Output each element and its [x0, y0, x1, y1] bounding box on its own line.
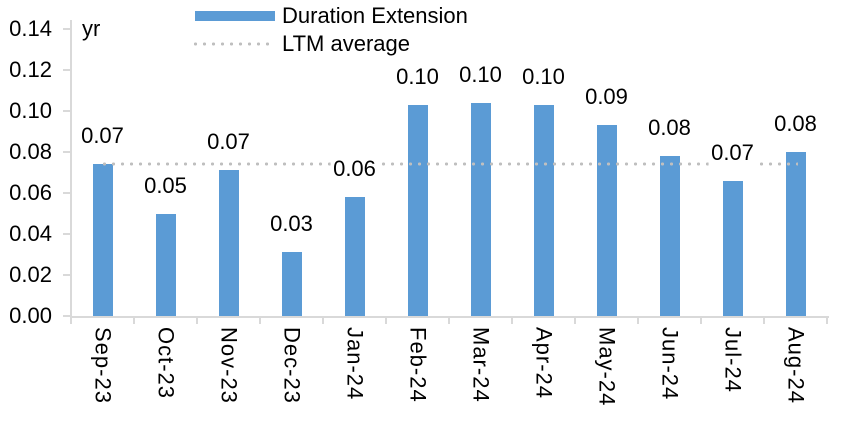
dotted-line-swatch-icon [191, 42, 275, 46]
x-axis-tick-mark [322, 317, 324, 324]
x-axis-tick-mark [763, 317, 765, 324]
x-axis-label-jun-24: Jun-24 [657, 327, 683, 401]
bar-value-label: 0.07 [78, 123, 127, 150]
bar-apr-24 [533, 104, 554, 316]
x-axis-label-feb-24: Feb-24 [405, 327, 431, 403]
y-axis-units-label: yr [82, 16, 101, 41]
bar-jan-24 [344, 197, 365, 316]
bar-swatch-icon [195, 11, 275, 21]
x-axis-tick-mark [448, 317, 450, 324]
bar-value-label: 0.06 [330, 156, 379, 183]
x-axis-tick-mark [511, 317, 513, 324]
legend-item-duration-extension: Duration Extension [191, 2, 468, 30]
x-axis-label-jul-24: Jul-24 [720, 327, 746, 393]
x-axis-tick-mark [133, 317, 135, 324]
y-axis-tick-label: 0.08 [9, 139, 52, 164]
ltm-average-line [100, 162, 798, 167]
y-axis-tick-mark [63, 233, 70, 235]
legend: Duration Extension LTM average [191, 2, 468, 58]
bar-value-label: 0.07 [708, 139, 757, 166]
y-axis-tick-mark [63, 110, 70, 112]
x-axis-label-apr-24: Apr-24 [531, 327, 557, 400]
x-axis-tick-mark [826, 317, 828, 324]
y-axis-tick-label: 0.02 [9, 262, 52, 287]
legend-item-ltm-average: LTM average [191, 30, 468, 58]
y-axis-tick-mark [63, 28, 70, 30]
bar-value-label: 0.03 [267, 211, 316, 238]
x-axis-tick-mark [385, 317, 387, 324]
bar-sep-23 [92, 164, 113, 316]
x-axis-tick-mark [70, 317, 72, 324]
bar-jul-24 [722, 180, 743, 316]
bar-nov-23 [218, 170, 239, 316]
x-axis-label-jan-24: Jan-24 [342, 327, 368, 401]
x-axis-tick-mark [700, 317, 702, 324]
x-axis-tick-mark [574, 317, 576, 324]
bar-feb-24 [407, 104, 428, 316]
bar-may-24 [596, 125, 617, 316]
y-axis-tick-mark [63, 69, 70, 71]
y-axis-line [70, 20, 72, 318]
y-axis-tick-label: 0.00 [9, 303, 52, 328]
y-axis-tick-label: 0.14 [9, 16, 52, 41]
bar-value-label: 0.10 [456, 61, 505, 88]
legend-label-ltm-average: LTM average [282, 31, 410, 56]
bar-mar-24 [470, 102, 491, 316]
legend-label-duration-extension: Duration Extension [282, 3, 468, 28]
bar-value-label: 0.08 [771, 111, 820, 137]
bar-value-label: 0.10 [519, 63, 568, 90]
x-axis-label-nov-23: Nov-23 [216, 327, 242, 404]
y-axis-tick-mark [63, 192, 70, 194]
bar-value-label: 0.10 [393, 63, 442, 90]
x-axis-tick-mark [259, 317, 261, 324]
y-axis-tick-label: 0.12 [9, 57, 52, 82]
x-axis-label-may-24: May-24 [594, 327, 620, 407]
x-axis-label-sep-23: Sep-23 [90, 327, 116, 404]
bar-value-label: 0.09 [582, 84, 631, 111]
y-axis-tick-mark [63, 151, 70, 153]
y-axis-tick-label: 0.06 [9, 180, 52, 205]
x-axis-label-dec-23: Dec-23 [279, 327, 305, 404]
x-axis-label-mar-24: Mar-24 [468, 327, 494, 403]
y-axis-tick-mark [63, 274, 70, 276]
x-axis-tick-mark [637, 317, 639, 324]
bar-value-label: 0.08 [645, 115, 694, 142]
y-axis-tick-label: 0.10 [9, 98, 52, 123]
x-axis-label-oct-23: Oct-23 [153, 327, 179, 400]
bar-jun-24 [659, 156, 680, 316]
bar-dec-23 [281, 252, 302, 316]
bar-value-label: 0.05 [141, 172, 190, 199]
bar-aug-24 [785, 152, 806, 316]
x-axis-tick-mark [196, 317, 198, 324]
y-axis-tick-mark [63, 315, 70, 317]
bar-oct-23 [155, 213, 176, 316]
y-axis-tick-label: 0.04 [9, 221, 52, 246]
x-axis-label-aug-24: Aug-24 [783, 327, 809, 404]
bar-value-label: 0.07 [204, 129, 253, 156]
